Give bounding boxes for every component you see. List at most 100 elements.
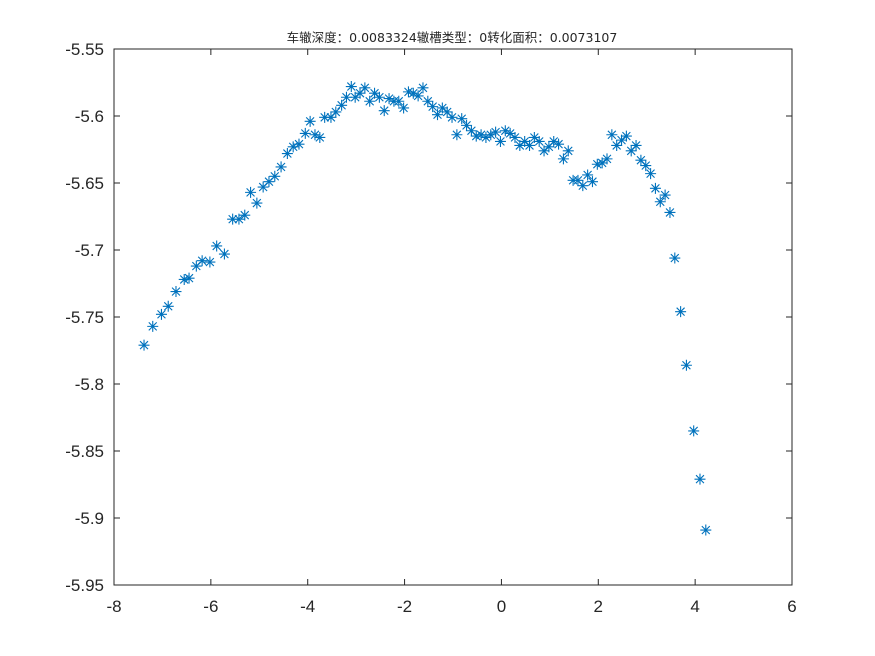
data-point (178, 273, 190, 285)
data-point (635, 154, 647, 166)
data-point (196, 255, 208, 267)
data-point (586, 176, 598, 188)
data-point (577, 180, 589, 192)
data-point (557, 153, 569, 165)
x-tick-label: -6 (203, 597, 218, 616)
x-tick-label: -4 (300, 597, 315, 616)
data-point (393, 95, 405, 107)
data-point (553, 138, 565, 150)
data-point (680, 359, 692, 371)
data-points (138, 81, 712, 536)
data-point (325, 111, 337, 123)
data-point (461, 119, 473, 131)
data-point (548, 135, 560, 147)
data-point (688, 425, 700, 437)
y-tick-label: -5.6 (75, 107, 104, 126)
data-point (519, 135, 531, 147)
data-point (611, 139, 623, 151)
data-point (336, 99, 348, 111)
x-tick-label: 0 (497, 597, 506, 616)
data-point (664, 206, 676, 218)
data-point (183, 272, 195, 284)
data-point (319, 111, 331, 123)
data-point (509, 131, 521, 143)
data-point (601, 153, 613, 165)
data-point (359, 82, 371, 94)
data-point (412, 90, 424, 102)
data-point (591, 158, 603, 170)
data-point (451, 129, 463, 141)
data-point (659, 189, 671, 201)
data-point (475, 129, 487, 141)
data-point (441, 106, 453, 118)
data-point (446, 111, 458, 123)
data-point (138, 339, 150, 351)
data-point (465, 125, 477, 137)
data-point (369, 87, 381, 99)
data-point (533, 135, 545, 147)
data-point (528, 131, 540, 143)
y-tick-label: -5.85 (65, 442, 104, 461)
data-point (364, 95, 376, 107)
data-point (596, 157, 608, 169)
data-point (432, 109, 444, 121)
data-point (402, 86, 414, 98)
data-point (309, 129, 321, 141)
data-point (162, 300, 174, 312)
data-point (675, 306, 687, 318)
x-tick-label: -8 (106, 597, 121, 616)
data-point (630, 139, 642, 151)
data-point (304, 115, 316, 127)
data-point (239, 209, 251, 221)
data-point (211, 240, 223, 252)
data-point (269, 170, 281, 182)
data-point (616, 134, 628, 146)
data-point (263, 176, 275, 188)
data-point (625, 145, 637, 157)
data-point (218, 248, 230, 260)
data-point (485, 129, 497, 141)
data-point (499, 125, 511, 137)
y-tick-label: -5.65 (65, 174, 104, 193)
y-tick-label: -5.75 (65, 308, 104, 327)
data-point (582, 169, 594, 181)
x-axis: -8 -6 -4 -2 0 2 4 6 (106, 49, 797, 616)
data-point (293, 138, 305, 150)
data-point (524, 139, 536, 151)
data-point (345, 81, 357, 93)
y-tick-label: -5.55 (65, 40, 104, 59)
data-point (233, 213, 245, 225)
data-point (245, 186, 257, 198)
y-tick-label: -5.7 (75, 241, 104, 260)
y-tick-label: -5.8 (75, 375, 104, 394)
data-point (456, 113, 468, 125)
data-point (170, 286, 182, 298)
data-point (645, 168, 657, 180)
y-tick-label: -5.9 (75, 509, 104, 528)
data-point (227, 213, 239, 225)
data-point (504, 127, 516, 139)
data-point (373, 91, 385, 103)
data-point (480, 131, 492, 143)
data-point (490, 126, 502, 138)
x-tick-label: -2 (397, 597, 412, 616)
data-point (427, 101, 439, 113)
data-point (147, 320, 159, 332)
data-point (257, 181, 269, 193)
x-tick-label: 6 (787, 597, 796, 616)
data-point (398, 102, 410, 114)
data-point (314, 131, 326, 143)
data-point (299, 127, 311, 139)
data-point (287, 141, 299, 153)
data-point (155, 308, 167, 320)
data-point (378, 105, 390, 117)
data-point (349, 91, 361, 103)
y-axis: -5.55 -5.6 -5.65 -5.7 -5.75 -5.8 -5.85 -5.9 -5.9… (65, 40, 792, 595)
data-point (422, 95, 434, 107)
data-point (281, 148, 293, 160)
data-point (251, 197, 263, 209)
data-point (700, 524, 712, 536)
x-tick-label: 4 (690, 597, 699, 616)
chart-title: 车辙深度：0.0083324辙槽类型：0转化面积：0.0073107 (287, 30, 618, 45)
